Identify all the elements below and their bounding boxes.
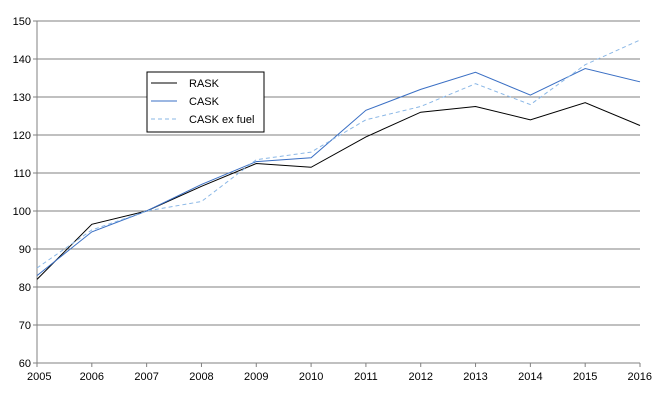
plot-area [37, 21, 640, 363]
y-tick-label: 120 [13, 130, 31, 142]
axes [36, 21, 640, 364]
y-tick-label: 100 [13, 206, 31, 218]
y-tick-label: 130 [13, 92, 31, 104]
series-lines [36, 39, 641, 280]
x-tick-label: 2005 [27, 371, 51, 383]
x-tick-label: 2012 [408, 371, 432, 383]
series-line-rask [36, 102, 641, 280]
y-tick-label: 110 [13, 168, 31, 180]
y-tick-label: 70 [19, 320, 31, 332]
legend-label: CASK [189, 96, 220, 108]
x-tick-label: 2010 [299, 371, 323, 383]
y-tick-label: 150 [13, 16, 31, 28]
x-tick-label: 2013 [463, 371, 487, 383]
y-tick-label: 80 [19, 282, 31, 294]
x-tick-label: 2006 [80, 371, 104, 383]
x-tick-label: 2007 [134, 371, 158, 383]
x-tick-label: 2011 [354, 371, 378, 383]
x-tick-label: 2009 [244, 371, 268, 383]
legend: RASK CASK CASK ex fuel [146, 71, 265, 133]
x-tick-label: 2008 [189, 371, 213, 383]
x-tick-label: 2014 [518, 371, 542, 383]
series-line-cask-ex-fuel [36, 39, 641, 269]
y-tick-labels: 60 70 80 90 100 110 120 130 140 150 [13, 16, 37, 370]
x-tick-label: 2015 [573, 371, 597, 383]
y-tick-label: 140 [13, 54, 31, 66]
gridlines [37, 20, 640, 326]
y-tick-label: 60 [19, 358, 31, 370]
legend-label: RASK [189, 78, 220, 90]
legend-box [146, 71, 265, 133]
legend-label: CASK ex fuel [189, 114, 254, 126]
x-tick-label: 2016 [628, 371, 652, 383]
y-tick-label: 90 [19, 244, 31, 256]
x-tick-labels: 2005 2006 2007 2008 2009 2010 2011 2012 2013 2014… [27, 363, 652, 383]
